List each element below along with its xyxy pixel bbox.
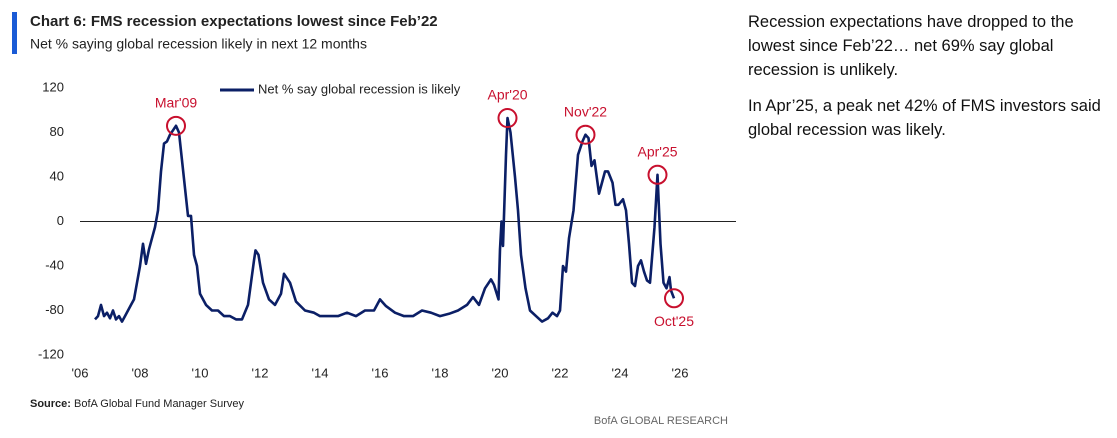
x-tick-label: '18 [432, 365, 449, 380]
annotation-circle [497, 108, 518, 129]
y-tick-label: 80 [50, 124, 64, 139]
annotation-label: Mar'09 [155, 95, 198, 111]
x-tick-label: '14 [312, 365, 329, 380]
x-tick-label: '22 [552, 365, 569, 380]
chart-subtitle: Net % saying global recession likely in … [30, 36, 367, 52]
title-bar [12, 12, 17, 54]
annotation-circle [575, 124, 596, 145]
x-tick-label: '20 [492, 365, 509, 380]
y-tick-label: -40 [45, 257, 64, 272]
chart: Chart 6: FMS recession expectations lowe… [12, 12, 736, 427]
source-label: Source: [30, 398, 71, 410]
y-tick-label: 0 [57, 213, 64, 228]
x-tick-label: '12 [252, 365, 269, 380]
y-tick-label: -80 [45, 302, 64, 317]
commentary: Recession expectations have dropped to t… [748, 10, 1108, 154]
chart-title: Chart 6: FMS recession expectations lowe… [30, 13, 438, 30]
source-text: BofA Global Fund Manager Survey [74, 398, 244, 410]
x-tick-label: '08 [132, 365, 149, 380]
y-tick-label: 120 [42, 79, 64, 94]
annotation-label: Nov'22 [564, 103, 607, 119]
footer: BofA GLOBAL RESEARCH [594, 415, 728, 427]
line [94, 116, 676, 323]
legend-label: Net % say global recession is likely [258, 81, 461, 96]
commentary-text: Recession expectations have dropped to t… [748, 13, 1074, 79]
commentary-text: In Apr’25, a peak net 42% of FMS investo… [748, 97, 1101, 139]
x-tick-label: '24 [612, 365, 629, 380]
annotation-circle [647, 164, 668, 185]
annotation-label: Oct'25 [654, 313, 694, 329]
annotation-label: Apr'20 [487, 87, 527, 103]
annotation-label: Apr'25 [637, 143, 677, 159]
x-tick-label: '26 [672, 365, 689, 380]
x-tick-label: '16 [372, 365, 389, 380]
y-tick-label: -120 [38, 346, 64, 361]
x-tick-label: '10 [192, 365, 209, 380]
y-tick-label: 40 [50, 168, 64, 183]
x-tick-label: '06 [72, 365, 89, 380]
annotation-circle [664, 288, 684, 309]
annotation-circle [166, 115, 186, 136]
